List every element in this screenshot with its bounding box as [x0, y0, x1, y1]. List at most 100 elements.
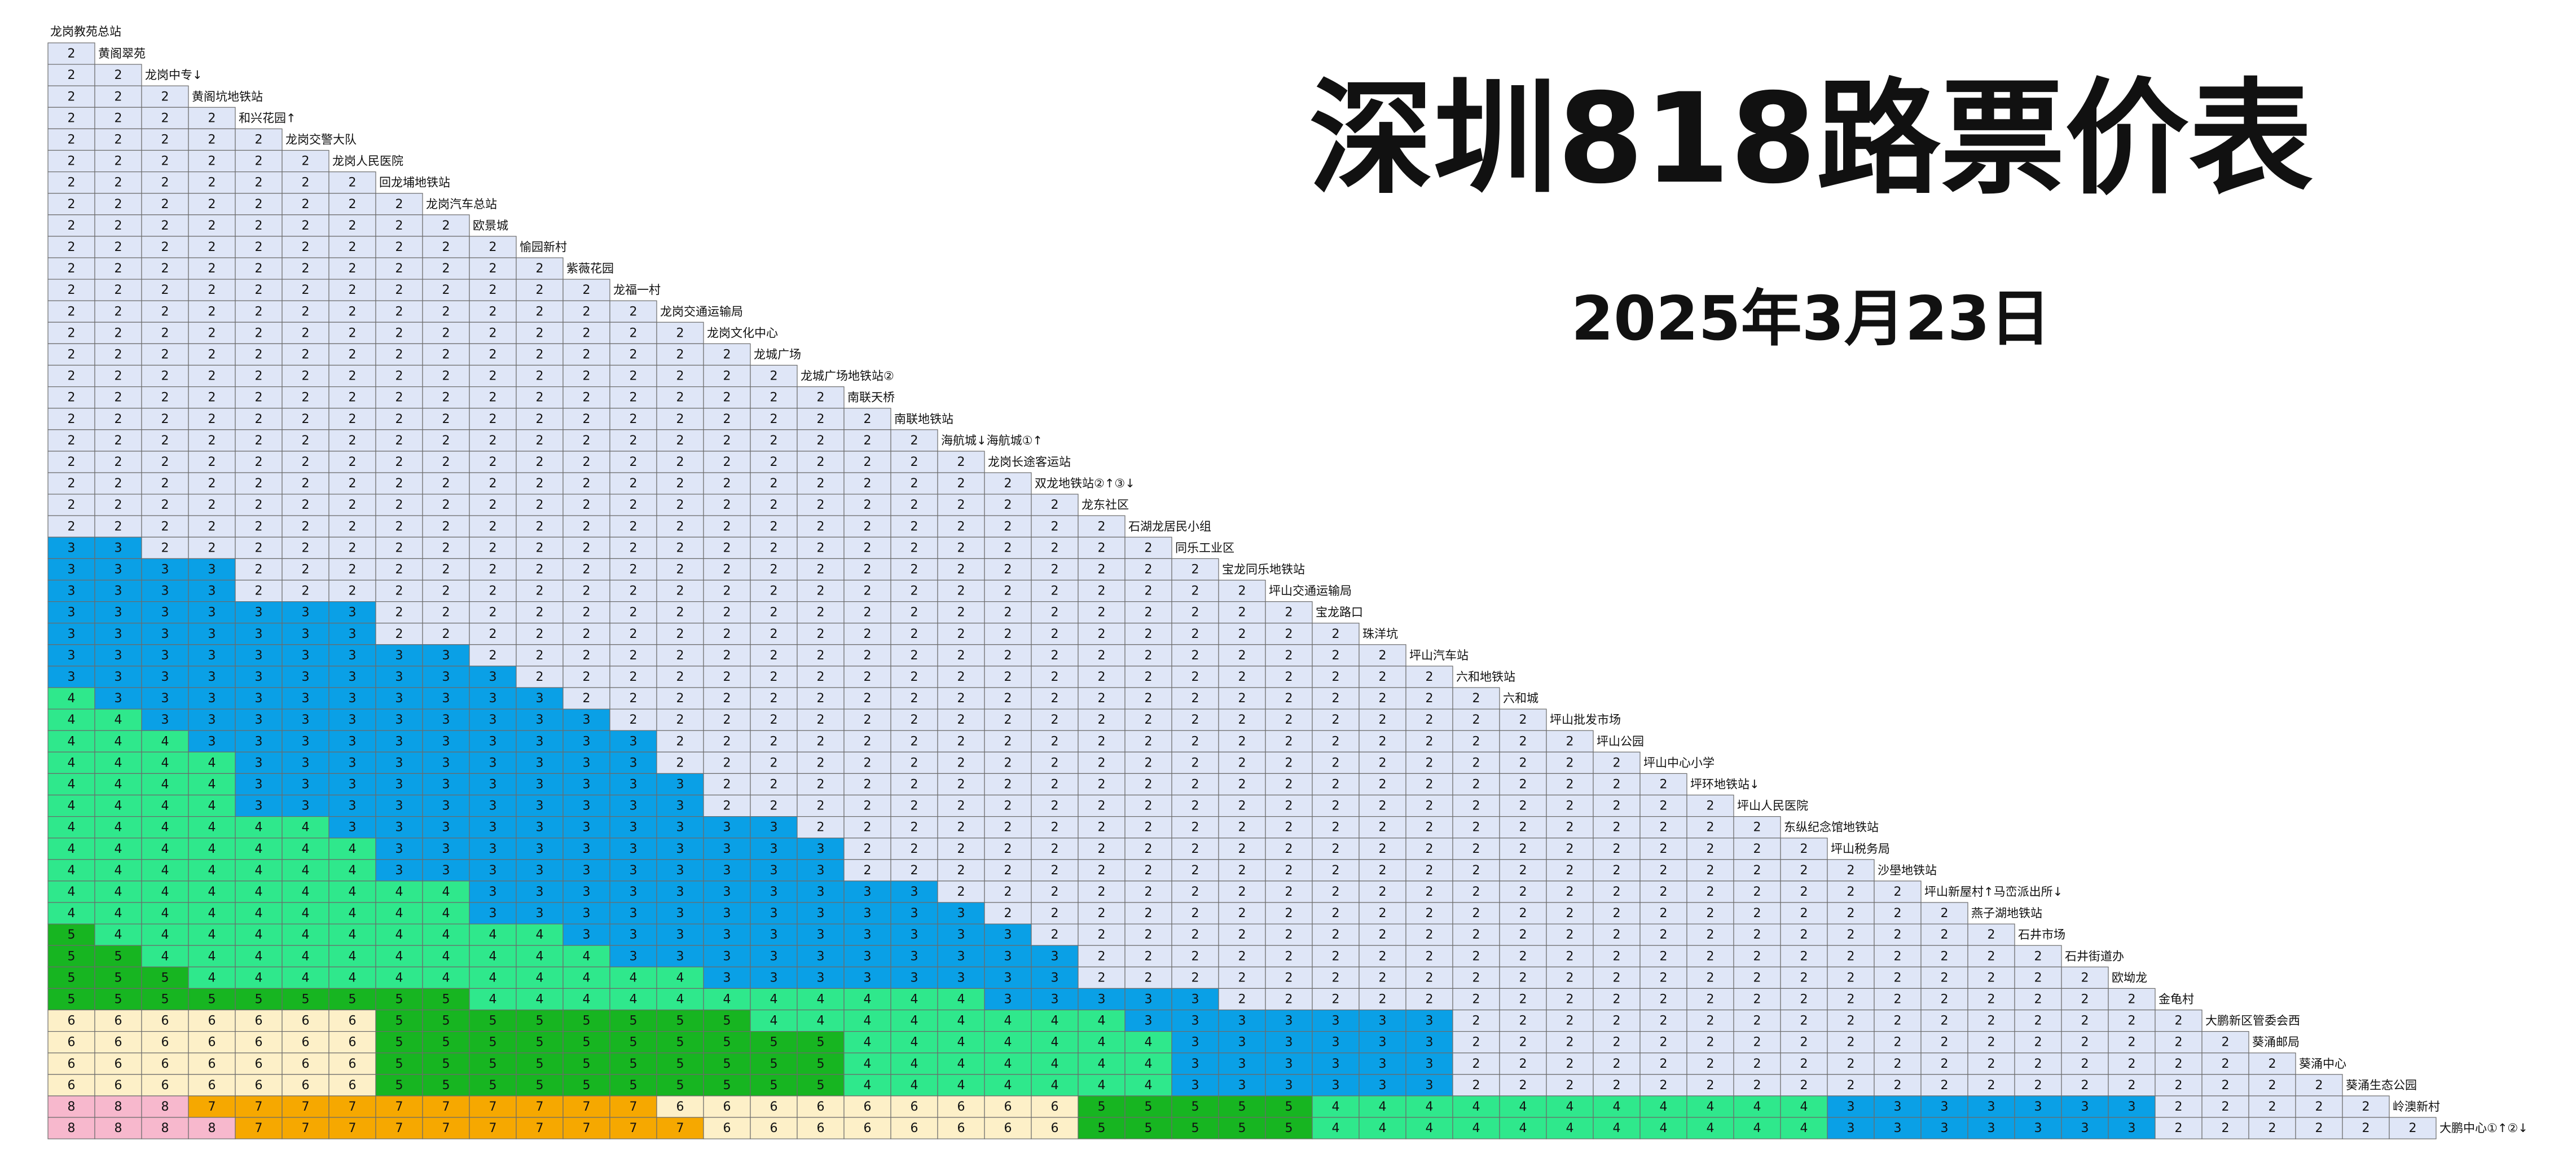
fare-value: 3 [161, 649, 169, 663]
station-name: 坪山中心小学 [1643, 756, 1715, 769]
fare-value: 2 [2128, 1014, 2136, 1028]
fare-value: 2 [161, 155, 169, 169]
fare-value: 2 [1707, 799, 1715, 813]
fare-value: 6 [1004, 1100, 1012, 1114]
fare-value: 2 [1800, 1014, 1808, 1028]
fare-value: 2 [395, 455, 403, 469]
fare-cell [843, 644, 891, 667]
fare-cell [375, 364, 423, 388]
fare-value: 2 [1660, 799, 1668, 813]
fare-value: 2 [676, 541, 684, 555]
fare-value: 4 [864, 1014, 872, 1028]
fare-cell [797, 708, 845, 731]
fare-cell [188, 579, 236, 602]
fare-value: 2 [68, 176, 76, 190]
fare-value: 2 [2362, 1100, 2370, 1114]
fare-value: 5 [583, 1014, 591, 1028]
fare-value: 6 [349, 1078, 357, 1093]
fare-value: 4 [255, 971, 263, 985]
fare-value: 2 [255, 391, 263, 405]
fare-value: 2 [1332, 928, 1340, 942]
fare-value: 4 [676, 971, 684, 985]
fare-value: 3 [1379, 1036, 1387, 1050]
station-name: 岭澳新村 [2393, 1100, 2440, 1113]
fare-value: 3 [583, 713, 591, 727]
fare-cell [141, 708, 189, 731]
fare-value: 4 [1426, 1100, 1434, 1114]
fare-value: 4 [911, 992, 918, 1006]
fare-cell [1078, 579, 1126, 602]
fare-value: 4 [255, 928, 263, 942]
fare-value: 2 [723, 434, 731, 448]
fare-cell [750, 494, 798, 516]
fare-value: 2 [1472, 885, 1480, 899]
fare-cell [94, 343, 142, 366]
fare-cell [141, 451, 189, 473]
fare-value: 3 [864, 885, 872, 899]
fare-value: 3 [1004, 928, 1012, 942]
fare-value: 2 [1472, 949, 1480, 963]
fare-value: 3 [349, 756, 357, 770]
fare-cell [1312, 687, 1360, 710]
fare-value: 2 [1472, 756, 1480, 770]
fare-value: 2 [1847, 992, 1855, 1006]
fare-value: 2 [536, 562, 544, 576]
fare-value: 4 [1098, 1014, 1106, 1028]
fare-value: 3 [630, 842, 638, 856]
fare-value: 2 [911, 842, 918, 856]
fare-value: 4 [1472, 1100, 1480, 1114]
fare-cell [937, 666, 985, 688]
fare-value: 2 [395, 369, 403, 384]
fare-value: 2 [1753, 971, 1761, 985]
fare-value: 2 [770, 369, 778, 384]
station-name: 葵涌中心 [2299, 1057, 2346, 1071]
fare-value: 2 [723, 412, 731, 426]
fare-value: 2 [676, 627, 684, 641]
fare-value: 2 [770, 649, 778, 663]
fare-cell [703, 666, 751, 688]
fare-value: 2 [1145, 949, 1153, 963]
fare-value: 2 [676, 391, 684, 405]
fare-value: 2 [911, 864, 918, 878]
fare-value: 5 [536, 1014, 544, 1028]
fare-cell [235, 451, 283, 473]
fare-value: 2 [864, 670, 872, 684]
fare-value: 5 [68, 928, 76, 942]
fare-value: 2 [1098, 584, 1106, 598]
fare-cell [516, 536, 564, 559]
fare-cell [94, 300, 142, 323]
fare-value: 3 [395, 649, 403, 663]
fare-value: 6 [349, 1057, 357, 1071]
fare-value: 2 [911, 498, 918, 512]
fare-value: 2 [1145, 670, 1153, 684]
fare-value: 4 [1051, 1014, 1059, 1028]
fare-cell [375, 708, 423, 731]
fare-value: 5 [395, 1057, 403, 1071]
fare-value: 4 [161, 756, 169, 770]
fare-cell [47, 64, 95, 86]
fare-value: 2 [1051, 864, 1059, 878]
fare-value: 3 [1192, 1057, 1199, 1071]
fare-value: 2 [1613, 906, 1621, 921]
fare-value: 2 [1847, 1036, 1855, 1050]
fare-value: 2 [957, 627, 965, 641]
fare-cell [94, 364, 142, 388]
fare-value: 2 [817, 391, 825, 405]
fare-value: 6 [115, 1078, 122, 1093]
fare-cell [890, 601, 938, 624]
fare-value: 2 [770, 519, 778, 534]
fare-value: 2 [630, 347, 638, 362]
fare-value: 2 [1847, 1057, 1855, 1071]
fare-cell [94, 171, 142, 194]
fare-cell [141, 429, 189, 452]
fare-value: 2 [208, 434, 216, 448]
fare-value: 2 [2362, 1121, 2370, 1135]
fare-value: 3 [630, 756, 638, 770]
fare-value: 2 [770, 777, 778, 791]
fare-value: 4 [911, 1036, 918, 1050]
fare-value: 4 [1004, 1057, 1012, 1071]
fare-value: 2 [723, 777, 731, 791]
fare-value: 2 [536, 519, 544, 534]
fare-cell [188, 149, 236, 173]
fare-value: 6 [208, 1036, 216, 1050]
